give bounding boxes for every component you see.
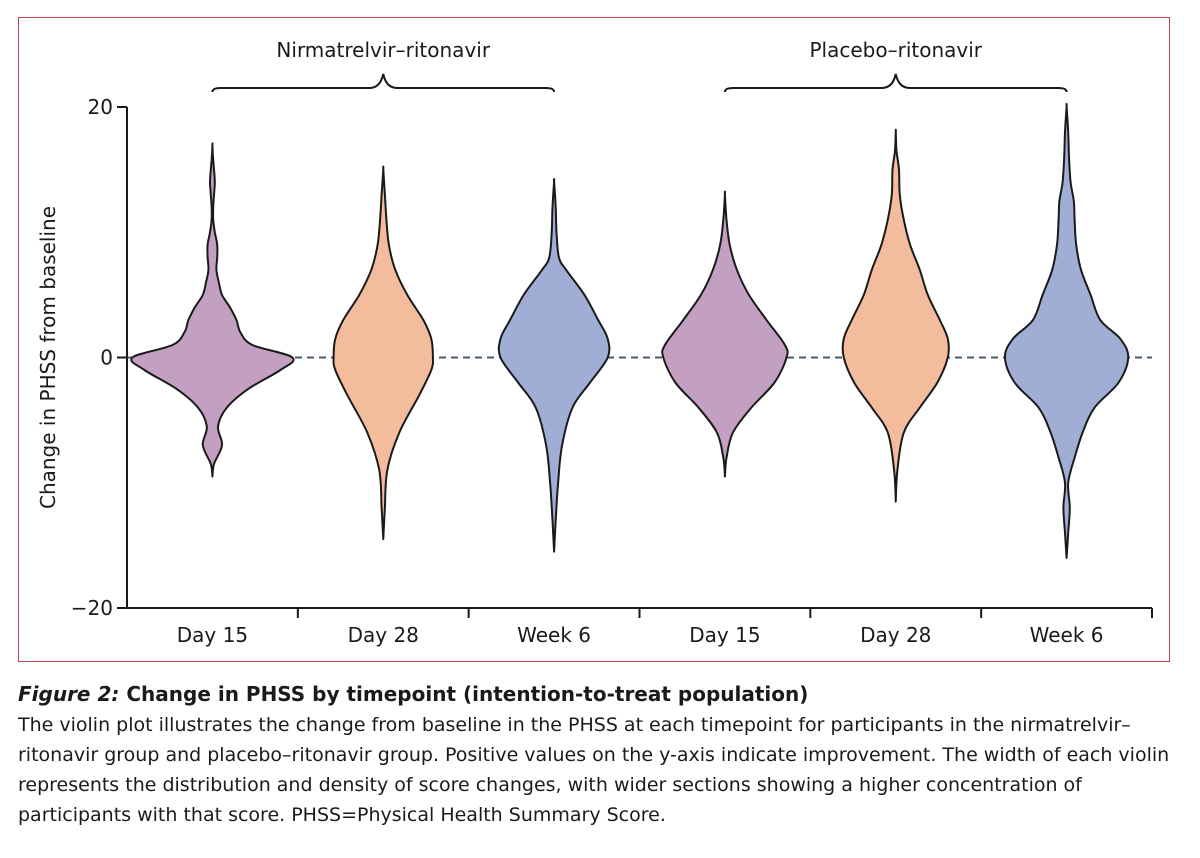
violin-placebo-day-15: [661, 190, 789, 478]
y-tick-label: −20: [71, 596, 113, 620]
x-tick-label: Day 15: [177, 623, 248, 647]
y-tick-label: 20: [88, 95, 113, 119]
group-bracket: [211, 73, 556, 93]
group-label: Placebo–ritonavir: [809, 38, 982, 62]
caption-body: The violin plot illustrates the change f…: [18, 714, 1170, 826]
group-label: Nirmatrelvir–ritonavir: [276, 38, 490, 62]
violin-nirmatrelvir-day-28: [332, 165, 434, 541]
group-bracket: [723, 73, 1068, 93]
x-tick-label: Day 15: [689, 623, 760, 647]
violin-nirmatrelvir-day-15: [130, 142, 295, 478]
caption-figure-label: Figure 2:: [18, 682, 120, 706]
x-tick-label: Day 28: [348, 623, 419, 647]
figure-caption: Figure 2: Change in PHSS by timepoint (i…: [18, 680, 1183, 830]
violin-placebo-day-28: [841, 128, 950, 503]
caption-title-text: Change in PHSS by timepoint (intention-t…: [119, 682, 809, 706]
x-tick-label: Week 6: [517, 623, 591, 647]
violin-chart: −20 0 20 Change in PHSS from baseline Day 15…: [36, 38, 1153, 647]
x-tick-label: Week 6: [1030, 623, 1104, 647]
figure-frame: [18, 17, 1170, 662]
caption-title: Figure 2: Change in PHSS by timepoint (i…: [18, 680, 1183, 708]
y-axis-title: Change in PHSS from baseline: [36, 206, 60, 509]
y-tick-label: 0: [100, 346, 113, 370]
x-tick-label: Day 28: [860, 623, 931, 647]
violin-placebo-week-6: [1003, 102, 1130, 559]
violin-nirmatrelvir-week-6: [497, 178, 611, 553]
